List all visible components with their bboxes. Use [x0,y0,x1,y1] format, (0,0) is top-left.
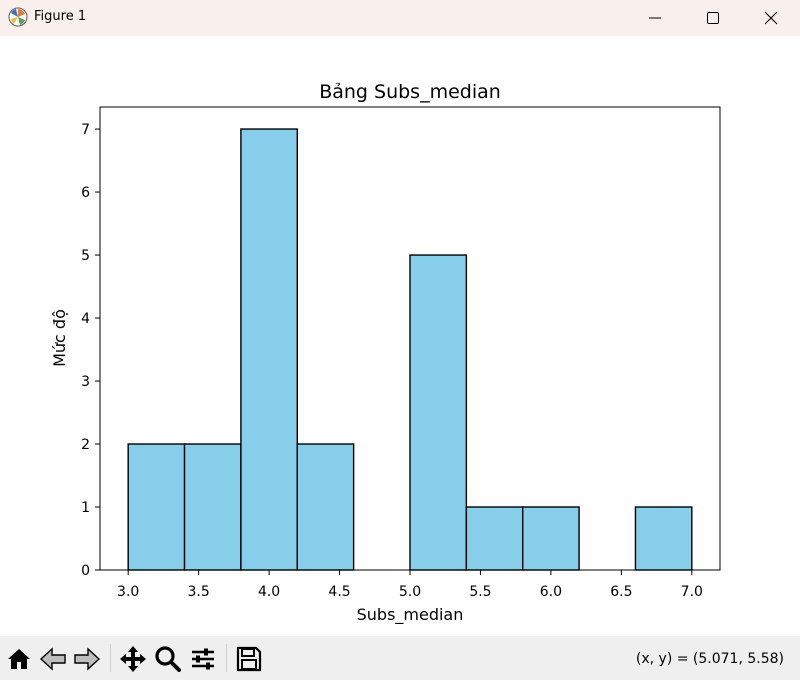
x-tick-label: 5.0 [399,584,421,600]
y-axis-label: Mức độ [50,309,69,367]
x-tick-label: 3.0 [117,584,139,600]
histogram-bar [634,506,693,571]
zoom-button[interactable] [153,644,183,674]
histogram-bar [522,506,580,571]
home-icon [8,649,30,669]
matplotlib-logo-icon [8,7,28,27]
maximize-button[interactable] [684,0,742,36]
toolbar-separator [226,644,227,672]
back-button[interactable] [38,644,68,674]
close-icon [764,11,778,25]
save-icon [236,646,262,672]
y-tick-label: 3 [81,374,90,390]
configure-subplots-icon [192,648,214,670]
y-tick-label: 2 [81,437,90,453]
save-button[interactable] [234,644,264,674]
back-arrow-icon [39,647,66,671]
histogram-bar [127,443,186,571]
maximize-icon [707,12,719,24]
navigation-toolbar: (x, y) = (5.071, 5.58) [0,636,800,680]
cursor-coordinates: (x, y) = (5.071, 5.58) [635,651,784,667]
forward-button[interactable] [72,644,102,674]
bars-group [127,128,693,571]
title-bar: Figure 1 [0,0,800,36]
pan-icon [120,646,146,672]
y-tick-label: 5 [81,248,90,264]
y-tick-label: 6 [81,185,90,201]
y-tick-label: 7 [81,122,90,138]
y-tick-label: 0 [81,563,90,579]
x-tick-label: 5.5 [469,584,491,600]
y-axis: 0 1 2 3 4 5 6 7 [81,122,100,579]
close-button[interactable] [742,0,800,36]
x-axis-label: Subs_median [357,605,464,625]
window-title: Figure 1 [34,9,87,24]
pan-button[interactable] [118,644,148,674]
y-tick-label: 4 [81,311,90,327]
zoom-icon [155,646,181,672]
home-button[interactable] [4,644,34,674]
forward-arrow-icon [74,647,101,671]
histogram-bar [465,506,524,571]
histogram-bar [240,128,298,571]
y-tick-label: 1 [81,500,90,516]
minimize-icon [649,17,661,19]
histogram-bar [409,254,468,571]
histogram-bar [296,443,355,571]
minimize-button[interactable] [626,0,684,36]
x-axis: 3.0 3.5 4.0 4.5 5.0 5.5 6.0 6.5 7.0 [117,570,703,600]
toolbar-separator [110,644,111,672]
histogram-bar [183,443,242,571]
configure-subplots-button[interactable] [188,644,218,674]
x-tick-label: 3.5 [188,584,210,600]
chart-title: Bảng Subs_median [319,81,501,103]
x-tick-label: 7.0 [681,584,703,600]
x-tick-label: 6.0 [540,584,562,600]
x-tick-label: 6.5 [610,584,632,600]
x-tick-label: 4.5 [328,584,350,600]
histogram-chart: Bảng Subs_median 3.0 3.5 4.0 4.5 5.0 5.5 6.0 6.… [50,81,721,625]
axes-frame [99,106,721,571]
figure-canvas[interactable]: Bảng Subs_median 3.0 3.5 4.0 4.5 5.0 5.5 6.0 6.… [0,36,800,636]
x-tick-label: 4.0 [258,584,280,600]
